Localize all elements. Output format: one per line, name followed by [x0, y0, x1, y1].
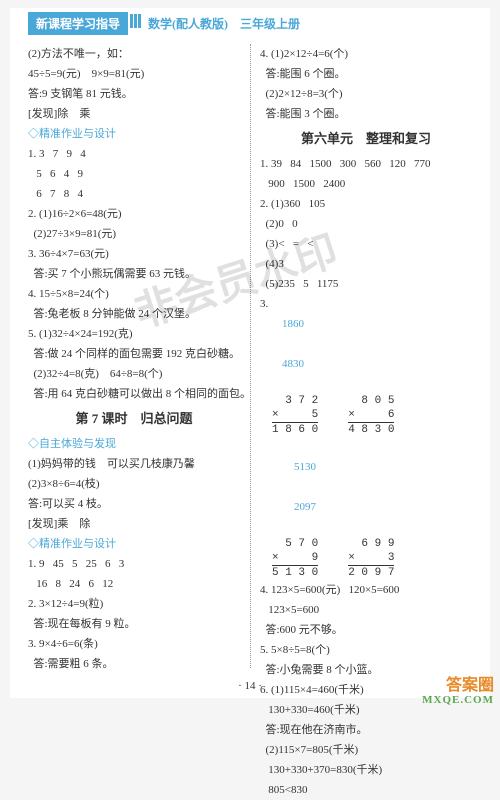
header-bars [130, 14, 142, 32]
left-column: (2)方法不唯一，如： 45÷5=9(元) 9×9=81(元) 答:9 支钢笔 … [28, 38, 250, 668]
section-label: ◇自主体验与发现 [28, 434, 240, 454]
text-line: (2)115×7=805(千米) [260, 740, 472, 760]
page: 新课程学习指导 数学(配人教版) 三年级上册 (2)方法不唯一，如： 45÷5=… [10, 8, 490, 698]
text-line: 5. 5×8÷5=8(个) [260, 640, 472, 660]
mult-row: 3 7 2 [272, 394, 318, 408]
text-line: 答:做 24 个同样的面包需要 192 克白砂糖。 [28, 344, 240, 364]
text-line: 1. 39 84 1500 300 560 120 770 [260, 154, 472, 174]
text-line: [发现]乘 除 [28, 514, 240, 534]
text-line: (3)< = < [260, 234, 472, 254]
multiplication-group: 5 7 0 × 9 5 1 3 0 6 9 9 × 3 2 0 9 7 [272, 537, 472, 580]
text-line: 2. (1)16÷2×6=48(元) [28, 204, 240, 224]
text-line: 4. 123×5=600(元) 120×5=600 [260, 580, 472, 600]
multiplication-work: 5 7 0 × 9 5 1 3 0 [272, 537, 318, 580]
text-line: 900 1500 2400 [260, 174, 472, 194]
mult-row: × 5 [272, 408, 318, 422]
multiplication-work: 8 0 5 × 6 4 8 3 0 [348, 394, 394, 437]
right-column: 4. (1)2×12÷4=6(个) 答:能围 6 个圈。 (2)2×12÷8=3… [250, 38, 472, 668]
text-line: 答:可以买 4 枝。 [28, 494, 240, 514]
text-line: (5)235 5 1175 [260, 274, 472, 294]
text-line: 答:9 支钢笔 81 元钱。 [28, 84, 240, 104]
text-line: 答:能围 3 个圈。 [260, 104, 472, 124]
text-line: (1)妈妈带的钱 可以买几枝康乃馨 [28, 454, 240, 474]
page-number: · 14 · [10, 680, 490, 692]
section-label: ◇精准作业与设计 [28, 124, 240, 144]
text-line: 1. 9 45 5 25 6 3 [28, 554, 240, 574]
unit-title: 第六单元 整理和复习 [260, 128, 472, 150]
multiplication-work: 6 9 9 × 3 2 0 9 7 [348, 537, 394, 580]
text-line: 答:现在他在济南市。 [260, 720, 472, 740]
text-line: 16 8 24 6 12 [28, 574, 240, 594]
problem-number: 3. 1860 4830 [260, 294, 472, 394]
lesson-title: 第 7 课时 归总问题 [28, 408, 240, 430]
text-line: (2)32÷4=8(克) 64÷8=8(个) [28, 364, 240, 384]
text-line: 答:能围 6 个圈。 [260, 64, 472, 84]
mult-row: × 6 [348, 408, 394, 422]
text-line: 2. (1)360 105 [260, 194, 472, 214]
answer-value: 2097 [294, 501, 316, 513]
page-header: 新课程学习指导 数学(配人教版) 三年级上册 [28, 8, 472, 38]
text-line: 答:兔老板 8 分钟能做 24 个汉堡。 [28, 304, 240, 324]
text-line: 130+330+370=830(千米) [260, 760, 472, 780]
column-divider [250, 44, 251, 668]
header-subtitle: 数学(配人教版) 三年级上册 [148, 15, 300, 32]
mult-row: × 3 [348, 551, 394, 565]
text-line: 2. 3×12÷4=9(粒) [28, 594, 240, 614]
content: (2)方法不唯一，如： 45÷5=9(元) 9×9=81(元) 答:9 支钢笔 … [28, 38, 472, 668]
text-line: 805<830 [260, 780, 472, 800]
watermark-logo: 答案圈 MXQE.COM [422, 679, 494, 707]
multiplication-work: 3 7 2 × 5 1 8 6 0 [272, 394, 318, 437]
answer-value: 4830 [282, 358, 304, 370]
answer-row: 5130 2097 [260, 437, 472, 537]
text-line: (4)3 [260, 254, 472, 274]
mult-row: 5 7 0 [272, 537, 318, 551]
text-line: 5. (1)32÷4×24=192(克) [28, 324, 240, 344]
mult-row: 8 0 5 [348, 394, 394, 408]
logo-line1: 答案圈 [422, 679, 494, 693]
text-line: 答:用 64 克白砂糖可以做出 8 个相同的面包。 [28, 384, 240, 404]
text-line: (2)2×12÷8=3(个) [260, 84, 472, 104]
text-line: 4. (1)2×12÷4=6(个) [260, 44, 472, 64]
text-line: 5 6 4 9 [28, 164, 240, 184]
text-line: [发现]除 乘 [28, 104, 240, 124]
text-line: 答:600 元不够。 [260, 620, 472, 640]
answer-value: 1860 [282, 318, 304, 330]
text-line: 答:买 7 个小熊玩偶需要 63 元钱。 [28, 264, 240, 284]
section-label: ◇精准作业与设计 [28, 534, 240, 554]
mult-result: 4 8 3 0 [348, 422, 394, 437]
multiplication-group: 3 7 2 × 5 1 8 6 0 8 0 5 × 6 4 8 3 0 [272, 394, 472, 437]
header-tab: 新课程学习指导 [28, 12, 128, 35]
text-line: 1. 3 7 9 4 [28, 144, 240, 164]
text-line: 45÷5=9(元) 9×9=81(元) [28, 64, 240, 84]
mult-result: 5 1 3 0 [272, 565, 318, 580]
text-line: 3. 36÷4×7=63(元) [28, 244, 240, 264]
text-line: (2)0 0 [260, 214, 472, 234]
text-line: 3. 9×4÷6=6(条) [28, 634, 240, 654]
text-line: 答:现在每板有 9 粒。 [28, 614, 240, 634]
answer-value: 5130 [294, 461, 316, 473]
text-line: 答:小兔需要 8 个小篮。 [260, 660, 472, 680]
mult-result: 1 8 6 0 [272, 422, 318, 437]
text-line: 6 7 8 4 [28, 184, 240, 204]
text-line: 123×5=600 [260, 600, 472, 620]
text-line: (2)方法不唯一，如： [28, 44, 240, 64]
text-line: (2)3×8÷6=4(枝) [28, 474, 240, 494]
mult-row: × 9 [272, 551, 318, 565]
text-line: (2)27÷3×9=81(元) [28, 224, 240, 244]
text-line: 4. 15÷5×8=24(个) [28, 284, 240, 304]
mult-result: 2 0 9 7 [348, 565, 394, 580]
mult-row: 6 9 9 [348, 537, 394, 551]
text-line: 答:需要粗 6 条。 [28, 654, 240, 674]
